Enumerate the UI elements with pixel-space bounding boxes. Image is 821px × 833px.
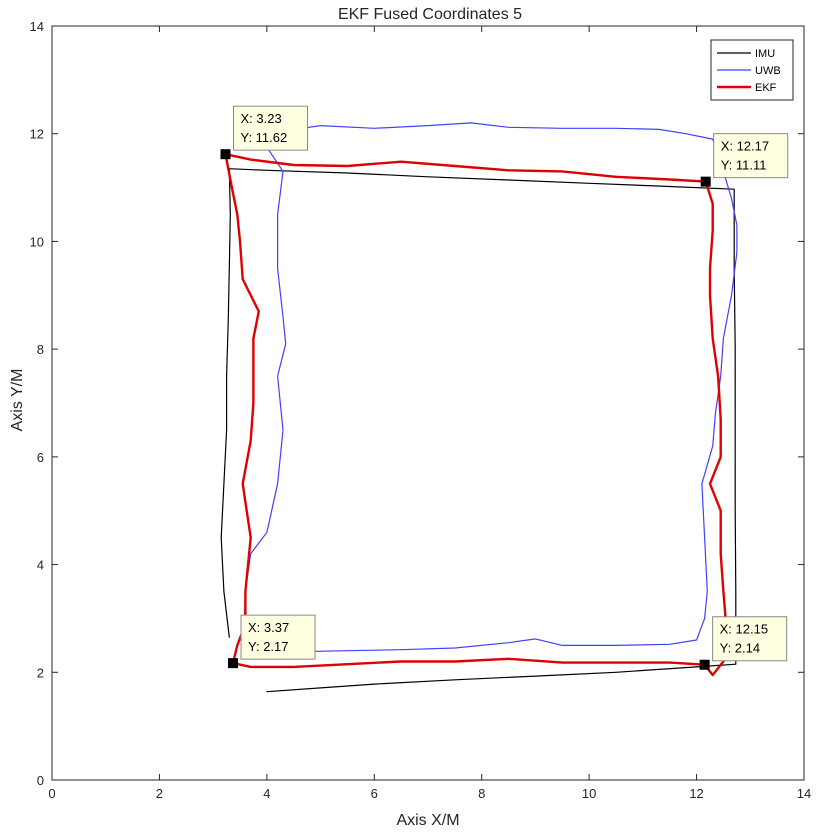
data-tip-box xyxy=(713,133,789,179)
x-tick-label: 2 xyxy=(156,786,163,801)
data-tip-box xyxy=(712,616,788,662)
y-tick-label: 12 xyxy=(30,127,44,142)
data-tip-box xyxy=(232,105,308,151)
x-tick-label: 6 xyxy=(371,786,378,801)
y-tick-label: 6 xyxy=(37,450,44,465)
legend-label-uwb: UWB xyxy=(755,65,781,77)
data-tip-text: Y: 2.14 xyxy=(720,641,760,656)
y-tick-label: 0 xyxy=(37,773,44,788)
y-axis-label: Axis Y/M xyxy=(9,369,26,432)
data-tip-marker xyxy=(700,176,711,187)
data-tip: X: 3.23 Y: 11.62 xyxy=(220,105,308,160)
series-line-ekf xyxy=(224,153,733,677)
x-tick-label: 12 xyxy=(689,786,703,801)
x-tick-label: 0 xyxy=(48,786,55,801)
data-tip-text: Y: 11.11 xyxy=(721,158,767,173)
x-tick-label: 10 xyxy=(582,786,596,801)
chart-title: EKF Fused Coordinates 5 xyxy=(338,6,522,23)
data-tip: X: 3.37 Y: 2.17 xyxy=(228,614,316,669)
y-tick-label: 8 xyxy=(37,342,44,357)
legend: IMU UWB EKF xyxy=(710,39,794,101)
data-tip-marker xyxy=(220,149,231,160)
data-tip-box xyxy=(240,614,316,660)
data-tip-text: X: 12.15 xyxy=(720,622,768,637)
annotation-layer: X: 3.23 Y: 11.62 X: 12.17 Y: 11.11 X: 3.37 Y:… xyxy=(220,105,789,670)
data-tip-text: X: 3.23 xyxy=(240,111,281,126)
legend-label-imu: IMU xyxy=(755,48,775,60)
plot-area xyxy=(51,25,805,781)
data-tip-marker xyxy=(228,658,239,669)
x-axis-label: Axis X/M xyxy=(396,812,459,829)
y-tick-label: 14 xyxy=(30,19,44,34)
y-tick-label: 10 xyxy=(30,234,44,249)
data-tip: X: 12.17 Y: 11.11 xyxy=(700,133,789,187)
x-tick-label: 4 xyxy=(263,786,270,801)
data-tip-text: X: 3.37 xyxy=(248,620,289,635)
axis-ticks: 0 2 4 6 8 10 12 14 0 2 4 6 8 10 12 14 xyxy=(30,19,812,801)
data-tip: X: 12.15 Y: 2.14 xyxy=(699,616,788,670)
series-line-imu xyxy=(220,168,737,693)
legend-label-ekf: EKF xyxy=(755,82,777,94)
y-tick-label: 4 xyxy=(37,558,44,573)
data-tip-text: Y: 11.62 xyxy=(240,130,287,145)
x-tick-label: 14 xyxy=(797,786,811,801)
data-tip-marker xyxy=(699,659,710,670)
data-tip-text: Y: 2.17 xyxy=(248,639,288,654)
data-tip-text: X: 12.17 xyxy=(721,139,769,154)
y-tick-label: 2 xyxy=(37,665,44,680)
x-tick-label: 8 xyxy=(478,786,485,801)
